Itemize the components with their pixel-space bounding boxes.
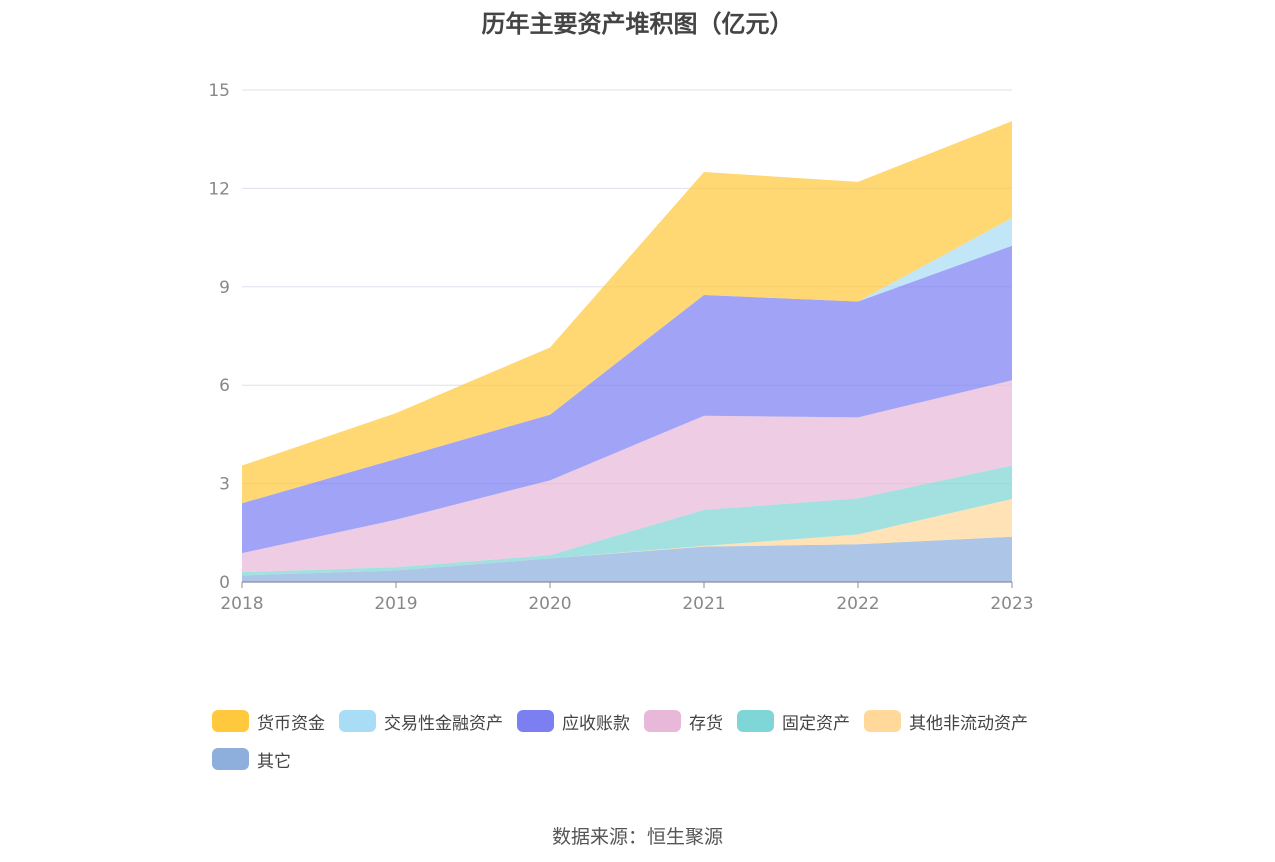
legend-item[interactable]: 交易性金融资产 [339, 708, 503, 734]
legend-item[interactable]: 其它 [212, 746, 291, 772]
data-source: 数据来源：恒生聚源 [551, 826, 723, 848]
legend-swatch [212, 748, 249, 770]
y-tick-label: 12 [208, 179, 230, 199]
legend-item[interactable]: 货币资金 [212, 708, 325, 734]
legend-item[interactable]: 应收账款 [517, 708, 630, 734]
legend-label: 存货 [689, 713, 723, 734]
legend-swatch [737, 710, 774, 732]
area-0[interactable] [242, 536, 1012, 582]
legend-label: 其他非流动资产 [909, 713, 1028, 734]
axes: 0 3 6 9 12 15 2018 2019 2020 2021 2022 2023 [208, 81, 1033, 614]
area-2[interactable] [242, 465, 1012, 576]
legend-item[interactable]: 存货 [644, 708, 723, 734]
x-tick-label: 2020 [528, 594, 571, 614]
area-3[interactable] [242, 380, 1012, 573]
legend-swatch [864, 710, 901, 732]
legend-swatch [644, 710, 681, 732]
y-tick-label: 15 [208, 81, 230, 101]
legend-label: 其它 [257, 751, 291, 772]
area-6[interactable] [242, 121, 1012, 504]
x-tick-label: 2022 [836, 594, 879, 614]
x-tick-label: 2018 [220, 594, 263, 614]
area-1[interactable] [242, 499, 1012, 576]
legend-label: 固定资产 [782, 713, 850, 734]
legend-item[interactable]: 其他非流动资产 [864, 708, 1028, 734]
legend: 货币资金 交易性金融资产 应收账款 存货 固定资产 其他非流动资产其它 [212, 708, 1092, 772]
legend-swatch [517, 710, 554, 732]
x-tick-label: 2019 [374, 594, 417, 614]
chart-title: 历年主要资产堆积图（亿元） [481, 10, 794, 38]
x-tick-label: 2023 [990, 594, 1033, 614]
legend-label: 应收账款 [562, 713, 630, 734]
legend-swatch [212, 710, 249, 732]
x-tick-label: 2021 [682, 594, 725, 614]
legend-label: 交易性金融资产 [384, 713, 503, 734]
area-4[interactable] [242, 245, 1012, 554]
area-series [242, 121, 1012, 582]
y-tick-label: 0 [219, 573, 230, 593]
legend-swatch [339, 710, 376, 732]
y-tick-label: 9 [219, 278, 230, 298]
stacked-area-chart: 0 3 6 9 12 15 2018 2019 2020 2021 2022 2023 [208, 81, 1033, 614]
y-tick-label: 3 [219, 475, 230, 495]
legend-label: 货币资金 [257, 713, 325, 734]
y-tick-label: 6 [219, 376, 230, 396]
legend-item[interactable]: 固定资产 [737, 708, 850, 734]
